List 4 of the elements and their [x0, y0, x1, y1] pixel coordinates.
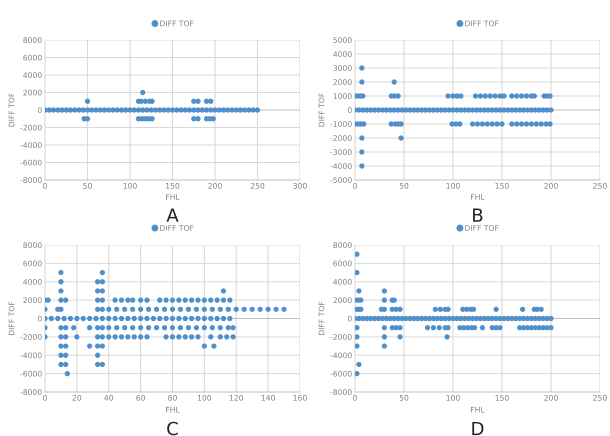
text: D — [472, 422, 484, 436]
text: B — [473, 208, 482, 222]
text: C — [167, 422, 178, 436]
text: A — [166, 208, 179, 222]
